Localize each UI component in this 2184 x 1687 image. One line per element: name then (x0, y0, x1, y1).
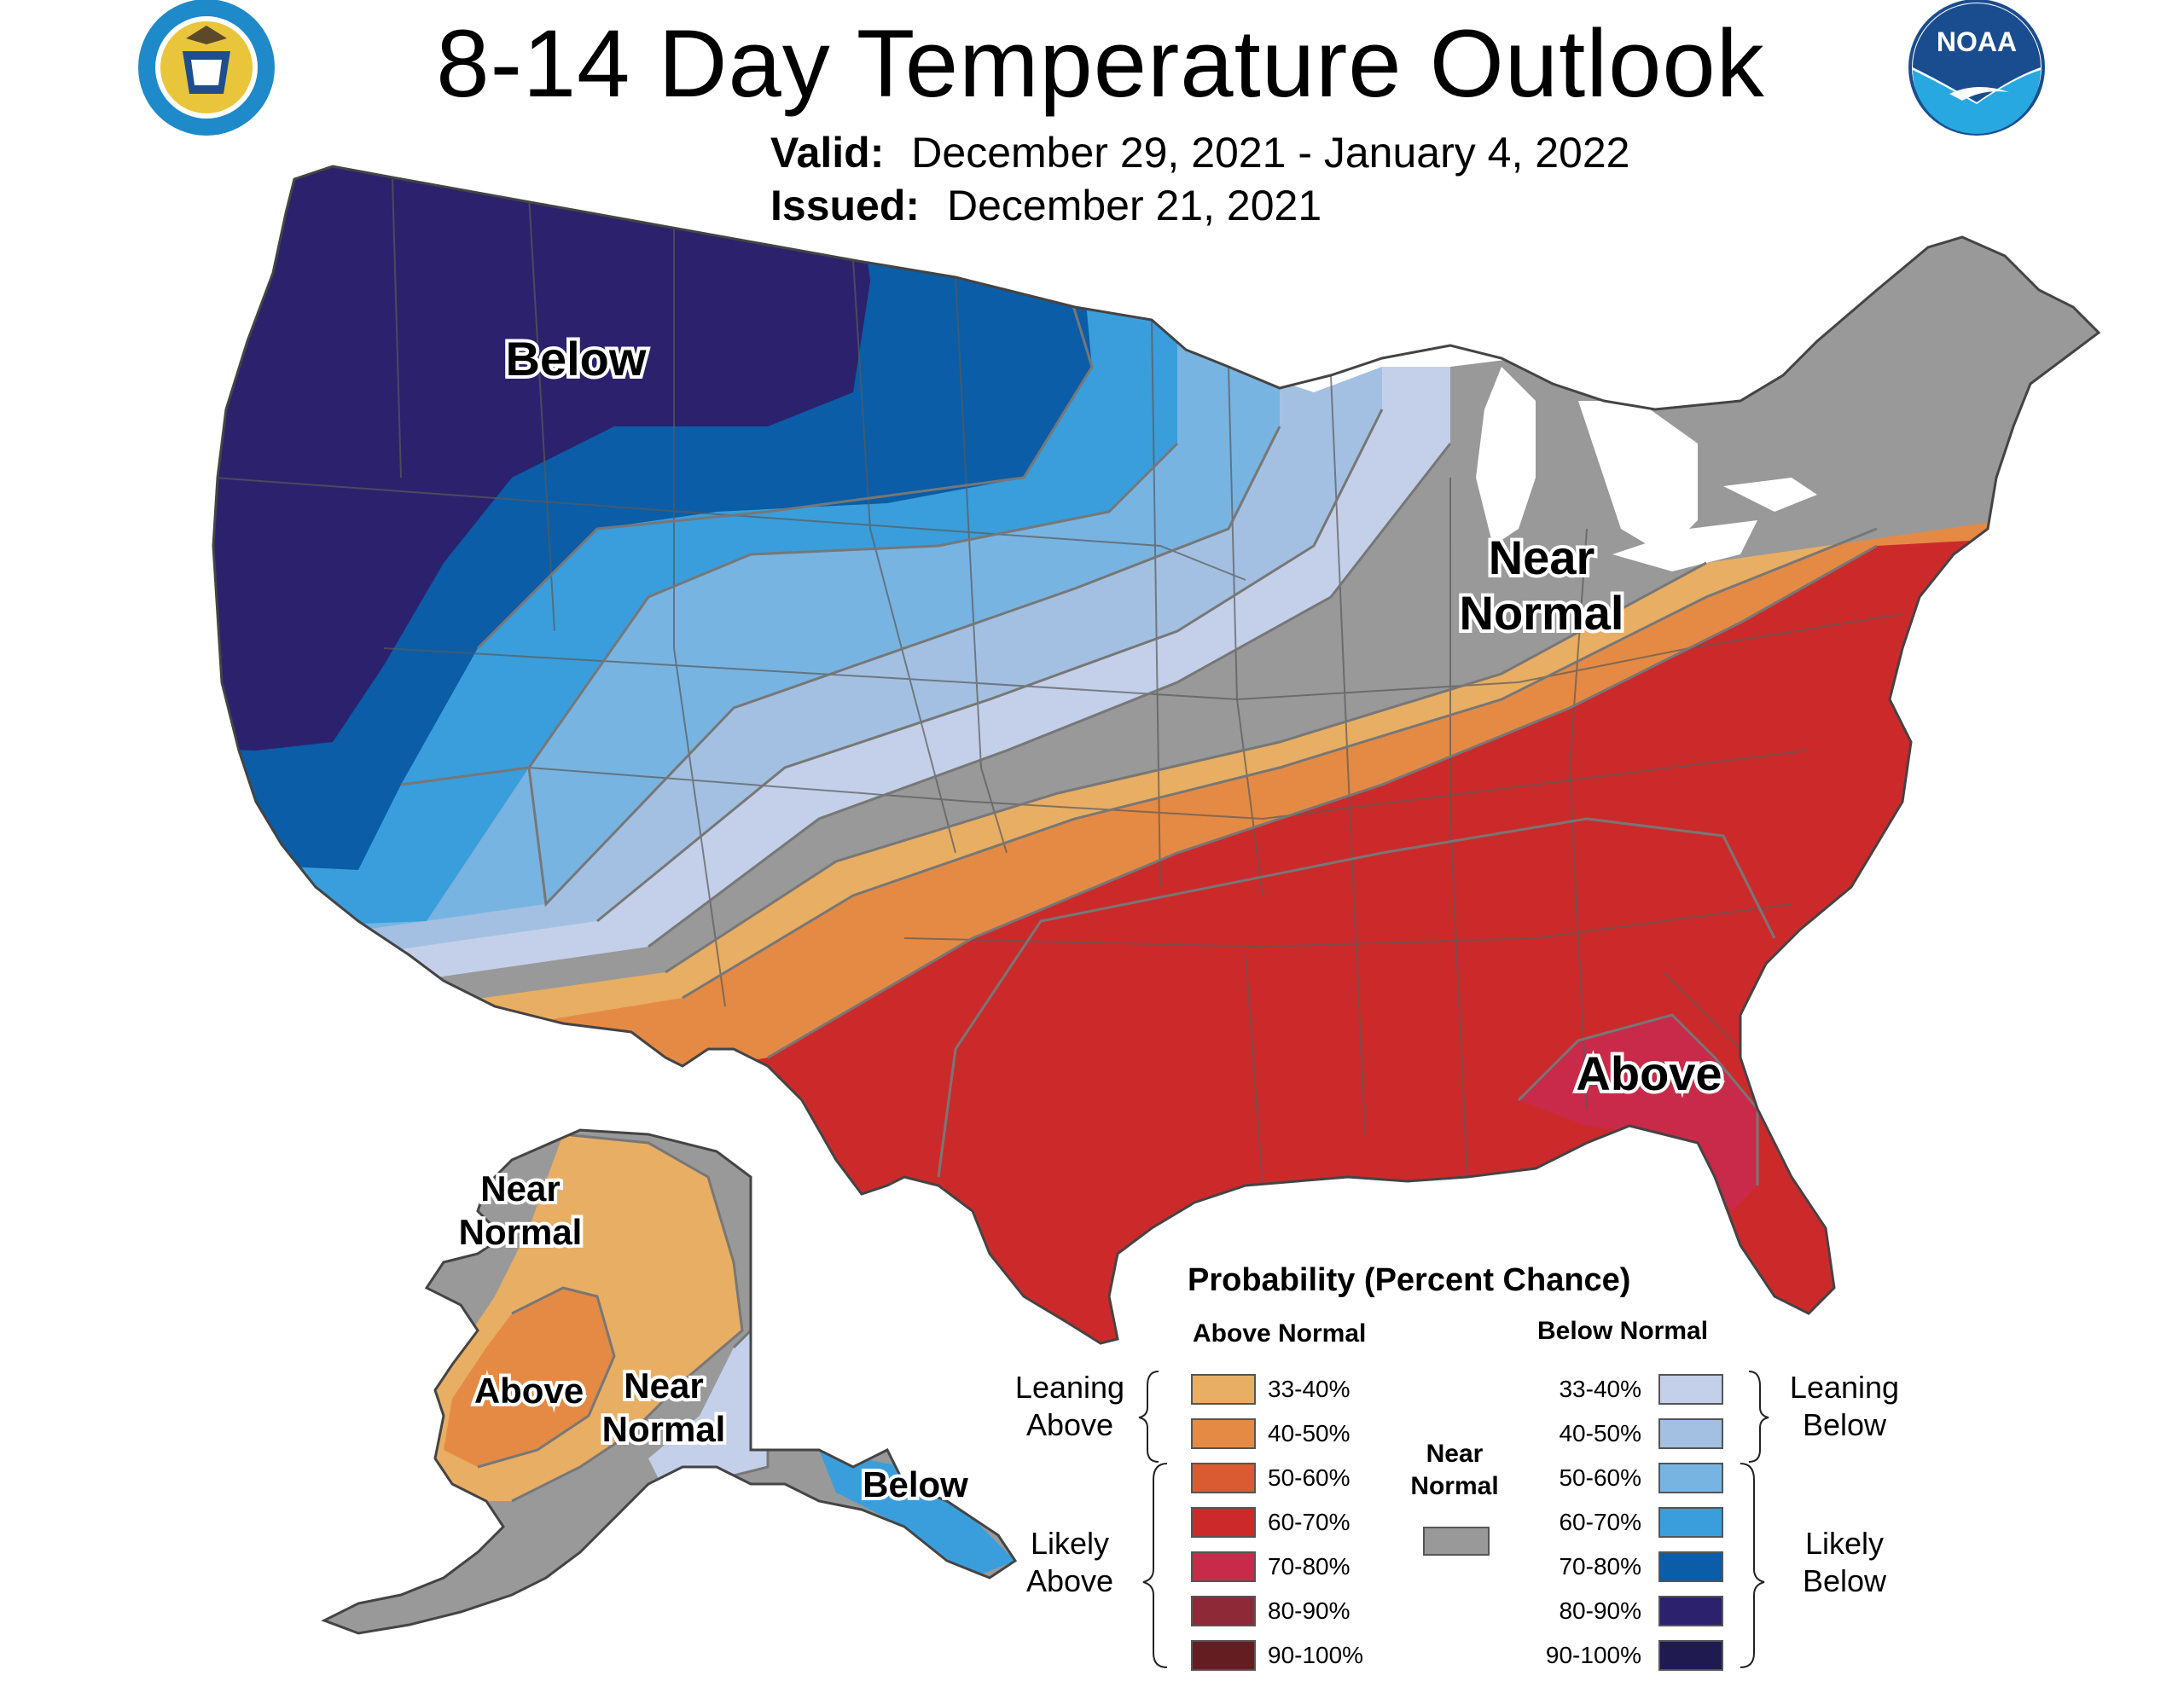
noaa-logo-text: NOAA (1937, 26, 2017, 57)
brace-likely-below (1740, 1463, 1765, 1668)
ak-near-mid-label-1: Near (624, 1365, 703, 1406)
legend-likely-above-1: Likely (1030, 1526, 1110, 1561)
legend-above-range: 60-70% (1268, 1509, 1350, 1535)
valid-line: Valid: December 29, 2021 - January 4, 20… (770, 128, 1629, 177)
legend-above-range: 33-40% (1268, 1376, 1350, 1402)
department-of-commerce-seal (138, 0, 275, 136)
legend-below-range: 40-50% (1559, 1420, 1641, 1446)
brace-leaning-below (1748, 1371, 1769, 1463)
legend-near-normal-swatch (1423, 1527, 1490, 1556)
issued-value: December 21, 2021 (946, 182, 1322, 229)
legend-below-range: 50-60% (1559, 1464, 1641, 1491)
legend-likely-below-2: Below (1802, 1563, 1887, 1598)
legend-near-normal: Near Normal (1391, 1438, 1519, 1503)
legend-below-range: 70-80% (1559, 1553, 1641, 1580)
legend-near-normal-1: Near (1426, 1440, 1484, 1468)
legend-likely-above-2: Above (1025, 1563, 1114, 1598)
legend-above-swatch (1191, 1640, 1256, 1671)
legend-below-range: 60-70% (1559, 1509, 1641, 1535)
legend-below-range: 33-40% (1559, 1376, 1641, 1402)
legend-above-range: 40-50% (1268, 1420, 1350, 1446)
legend-likely-above: Likely Above (1002, 1525, 1138, 1600)
legend-leaning-below-1: Leaning (1789, 1370, 1900, 1405)
legend-above-swatch (1191, 1374, 1256, 1405)
legend-below-swatch (1658, 1596, 1723, 1626)
legend-above-range: 90-100% (1268, 1642, 1364, 1668)
legend-below-swatch (1658, 1463, 1723, 1493)
brace-leaning-above (1138, 1371, 1159, 1463)
valid-label: Valid: (770, 129, 885, 177)
conus-near-label-1: Near (1489, 530, 1595, 584)
issued-label: Issued: (770, 182, 921, 229)
valid-value: December 29, 2021 - January 4, 2022 (911, 129, 1630, 177)
page-title: 8-14 Day Temperature Outlook (436, 10, 1765, 117)
legend-leaning-above: Leaning Above (1002, 1369, 1138, 1444)
legend-leaning-below-2: Below (1802, 1407, 1887, 1442)
legend-below-swatch (1658, 1507, 1723, 1538)
legend-above-range: 70-80% (1268, 1553, 1350, 1580)
ak-near-top-label-2: Normal (459, 1212, 583, 1252)
legend-above-swatch (1191, 1507, 1256, 1538)
ak-near-mid-label-2: Normal (602, 1409, 726, 1449)
legend-likely-below-1: Likely (1804, 1526, 1885, 1561)
conus-outline (212, 165, 2101, 1345)
conus-above-label: Above (1576, 1046, 1722, 1100)
legend-below-range: 80-90% (1559, 1597, 1641, 1624)
legend-likely-below: Likely Below (1776, 1525, 1913, 1600)
legend-near-normal-2: Normal (1410, 1472, 1499, 1500)
alaska-outline (321, 1128, 1018, 1635)
legend-leaning-below: Leaning Below (1776, 1369, 1913, 1444)
legend-above-header: Above Normal (1193, 1319, 1367, 1348)
legend-below-header: Below Normal (1537, 1317, 1709, 1345)
issued-line: Issued: December 21, 2021 (770, 181, 1321, 230)
conus-below-label: Below (506, 332, 647, 386)
ak-below-label: Below (863, 1464, 968, 1504)
legend-above-swatch (1191, 1463, 1256, 1493)
legend-leaning-above-2: Above (1025, 1407, 1114, 1442)
legend-leaning-above-1: Leaning (1014, 1370, 1125, 1405)
legend-above-range: 50-60% (1268, 1464, 1350, 1491)
legend-above-swatch (1191, 1551, 1256, 1582)
legend-above-range: 80-90% (1268, 1597, 1350, 1624)
legend-title: Probability (Percent Chance) (1188, 1262, 1631, 1298)
ak-above-label: Above (474, 1371, 584, 1411)
legend-below-swatch (1658, 1640, 1723, 1671)
legend-below-swatch (1658, 1551, 1723, 1582)
conus-near-label-2: Normal (1460, 586, 1624, 640)
brace-likely-above (1142, 1463, 1168, 1668)
legend-below-range: 90-100% (1545, 1642, 1641, 1668)
legend-below-swatch (1658, 1418, 1723, 1449)
legend-above-swatch (1191, 1418, 1256, 1449)
legend-above-swatch (1191, 1596, 1256, 1626)
ak-near-top-label-1: Near (480, 1168, 560, 1209)
legend-below-swatch (1658, 1374, 1723, 1405)
noaa-logo (1908, 0, 2045, 136)
